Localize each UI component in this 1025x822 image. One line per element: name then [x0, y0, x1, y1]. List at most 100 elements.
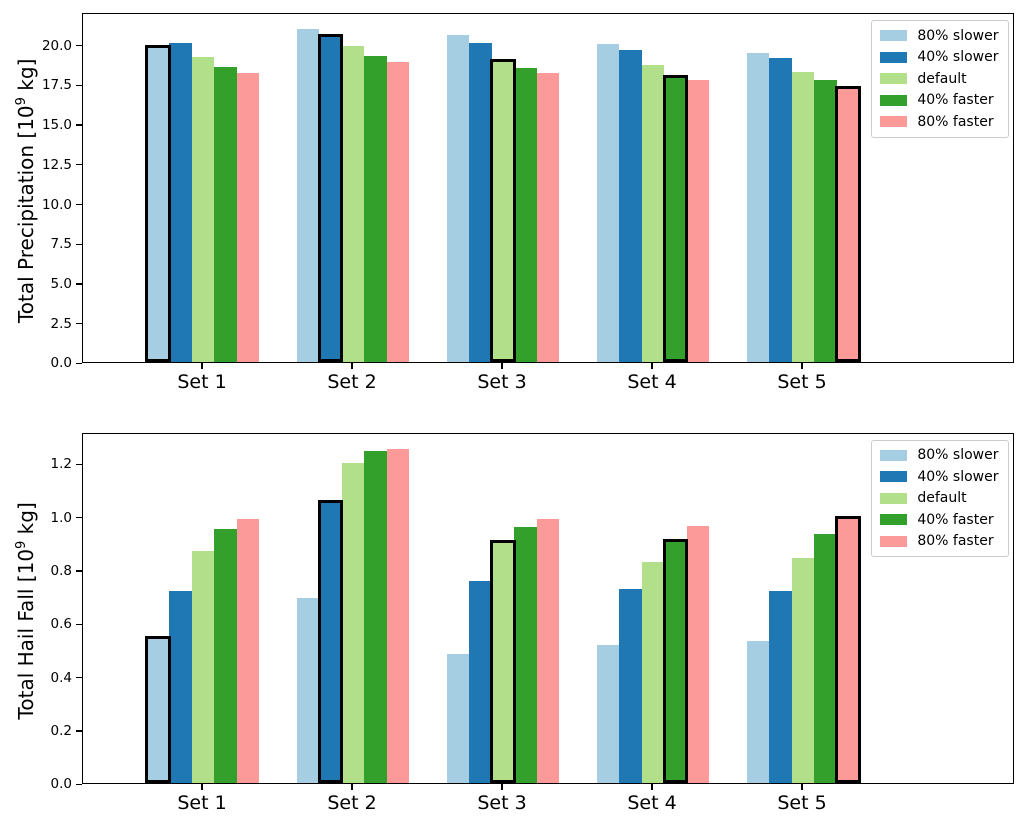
bar-80-faster-set-3: [536, 73, 560, 363]
legend-entry-80-faster: 80% faster: [880, 531, 998, 553]
legend-entry-40-faster: 40% faster: [880, 509, 998, 531]
y-axis-tick: [76, 203, 82, 206]
legend-entry-80-slower: 80% slower: [880, 25, 999, 47]
bar-40-faster-set-5: [814, 80, 837, 363]
y-axis-tick-label: 17.5: [41, 77, 72, 94]
hail-fall-chart-plot-area: 80% slower 40% slower default 40% faster 80%…: [82, 432, 1014, 785]
bar-80-faster-set-4: [686, 79, 710, 363]
y-axis-tick-label: 1.0: [50, 509, 72, 526]
bar-80-faster-set-1: [236, 519, 260, 784]
y-axis-tick: [76, 322, 82, 325]
legend-entry-40-slower: 40% slower: [880, 466, 999, 488]
y-axis-label-exponent: 9: [14, 540, 30, 549]
bar-80-slower-set-3: [446, 35, 470, 363]
legend-label: default: [917, 490, 967, 507]
y-axis-tick-label: 20.0: [41, 37, 72, 54]
legend-swatch-40-faster: [880, 514, 908, 526]
bar-default-set-4: [641, 65, 665, 363]
y-axis-tick: [76, 623, 82, 625]
y-axis-tick-label: 0.4: [50, 669, 72, 686]
y-axis-tick-label: 0.0: [50, 355, 72, 372]
x-axis-category-label: Set 1: [177, 792, 227, 815]
x-axis-tick: [201, 363, 203, 370]
bar-default-set-1: [191, 551, 215, 784]
bar-default-set-2: [341, 45, 365, 363]
bar-default-set-5: [791, 71, 815, 363]
bar-default-set-4: [641, 561, 665, 784]
y-axis-tick-label: 2.5: [50, 315, 72, 332]
bar-40-faster-set-4: [662, 74, 689, 363]
y-axis-tick: [76, 730, 82, 732]
x-axis-tick: [801, 784, 803, 791]
bar-80-faster-set-5: [835, 86, 861, 363]
legend-swatch-40-slower: [880, 471, 908, 483]
legend-label: 80% faster: [917, 113, 994, 130]
bar-default-set-5: [791, 557, 815, 784]
x-axis-tick: [351, 363, 353, 370]
legend-label: 80% slower: [917, 447, 999, 464]
legend-entry-80-slower: 80% slower: [880, 445, 999, 467]
legend-label: 40% faster: [917, 92, 994, 109]
y-axis-tick: [76, 783, 82, 785]
y-axis-tick-label: 1.2: [50, 456, 72, 473]
x-axis-category-label: Set 1: [177, 371, 227, 394]
bar-80-faster-set-2: [386, 62, 410, 363]
y-axis-tick: [76, 516, 82, 519]
bar-80-slower-set-4: [596, 43, 620, 363]
x-axis-category-label: Set 2: [327, 371, 377, 394]
legend-swatch-80-slower: [880, 30, 908, 42]
legend-entry-40-faster: 40% faster: [880, 90, 998, 112]
legend: 80% slower 40% slower default 40% faster 80%…: [871, 439, 1009, 558]
y-axis-tick: [76, 84, 82, 87]
y-axis-tick-label: 10.0: [41, 196, 72, 213]
y-axis-tick-label: 0.6: [50, 616, 72, 633]
legend-entry-80-faster: 80% faster: [880, 111, 998, 133]
bar-40-slower-set-1: [169, 43, 192, 363]
bar-40-slower-set-2: [317, 34, 344, 363]
x-axis-category-label: Set 4: [627, 371, 677, 394]
x-axis-tick: [651, 363, 653, 370]
legend-swatch-80-faster: [880, 116, 908, 128]
x-axis-tick: [801, 363, 803, 370]
legend-swatch-default: [880, 492, 908, 504]
legend-swatch-40-faster: [880, 94, 908, 106]
y-axis-tick: [76, 283, 82, 285]
bar-40-slower-set-2: [317, 500, 344, 784]
legend-entry-default: default: [880, 68, 998, 90]
bar-40-slower-set-5: [769, 58, 792, 363]
y-axis-tick-label: 0.0: [50, 776, 72, 793]
bar-default-set-2: [341, 463, 365, 784]
legend-label: 80% faster: [917, 533, 994, 550]
y-axis-tick: [76, 463, 82, 465]
y-axis-tick-label: 7.5: [50, 236, 72, 253]
bar-80-faster-set-3: [536, 519, 560, 784]
bar-80-faster-set-1: [236, 73, 260, 363]
x-axis-category-label: Set 4: [627, 792, 677, 815]
y-axis-tick: [76, 362, 82, 364]
bar-default-set-3: [490, 540, 516, 784]
legend-label: 40% slower: [917, 468, 999, 485]
bar-80-slower-set-2: [296, 28, 320, 363]
x-axis-tick: [651, 784, 653, 791]
x-axis-category-label: Set 2: [327, 792, 377, 815]
x-axis-category-label: Set 5: [777, 371, 827, 394]
y-axis-tick-label: 0.8: [50, 562, 72, 579]
precipitation-chart-plot-area: 80% slower 40% slower default 40% faster 80%…: [82, 13, 1014, 364]
y-axis-tick: [76, 243, 82, 245]
legend-label: 80% slower: [917, 27, 999, 44]
legend: 80% slower 40% slower default 40% faster 80%…: [871, 20, 1009, 138]
bar-80-slower-set-1: [145, 44, 171, 363]
x-axis-tick: [501, 784, 503, 791]
x-axis-tick: [201, 784, 203, 791]
bar-40-faster-set-5: [814, 533, 837, 784]
y-axis-tick-label: 12.5: [41, 156, 72, 173]
y-axis-tick: [76, 570, 82, 572]
legend-entry-40-slower: 40% slower: [880, 47, 999, 69]
bar-40-slower-set-4: [619, 588, 642, 784]
x-axis-category-label: Set 3: [477, 371, 527, 394]
bar-80-slower-set-1: [145, 636, 171, 784]
legend-label: default: [917, 70, 967, 87]
bar-40-slower-set-3: [469, 580, 492, 784]
bar-80-slower-set-5: [746, 53, 770, 363]
bar-40-faster-set-4: [662, 539, 689, 784]
